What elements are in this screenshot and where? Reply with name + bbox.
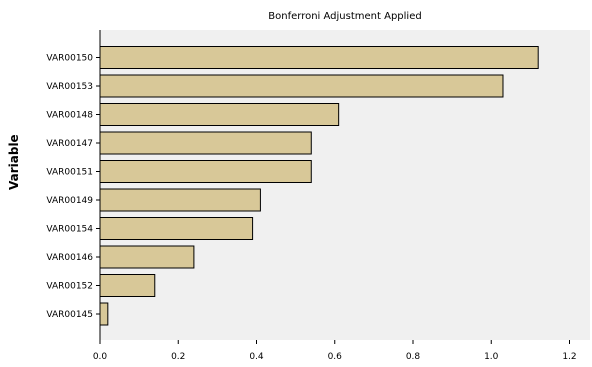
bar-var00149 [99, 188, 261, 212]
x-tick-label: 0.8 [406, 352, 421, 362]
x-tick-label: 0.2 [171, 352, 185, 362]
x-tick-label: 1.0 [484, 352, 499, 362]
bar-var00152 [99, 274, 156, 297]
chart-title: Bonferroni Adjustment Applied [268, 11, 422, 22]
y-tick-label: VAR00145 [46, 310, 93, 320]
bar-var00145 [99, 302, 109, 326]
bar-var00151 [99, 160, 312, 183]
x-tick-label: 0.0 [93, 352, 108, 362]
y-tick-label: VAR00150 [46, 54, 93, 64]
bar-var00148 [99, 103, 340, 126]
y-tick-label: VAR00153 [46, 82, 93, 92]
x-tick-label: 0.6 [328, 352, 343, 362]
y-tick-label: VAR00152 [46, 282, 93, 292]
y-tick-label: VAR00154 [46, 225, 93, 235]
bar-var00147 [99, 131, 312, 155]
x-tick-label: 0.4 [249, 352, 264, 362]
x-axis: 0.0 0.2 0.4 0.6 0.8 1.0 1.2 [93, 340, 577, 362]
bar-var00153 [99, 74, 504, 98]
bar-var00154 [99, 217, 254, 240]
y-tick-label: VAR00146 [46, 253, 93, 263]
y-axis: VAR00150 VAR00153 VAR00148 VAR00147 VAR00151… [46, 30, 101, 340]
bar-var00146 [99, 245, 195, 269]
y-tick-label: VAR00148 [46, 111, 93, 121]
y-tick-label: VAR00149 [46, 196, 93, 206]
bars-group [99, 46, 539, 326]
bar-var00150 [99, 46, 539, 69]
y-tick-label: VAR00151 [46, 168, 93, 178]
y-tick-label: VAR00147 [46, 139, 93, 149]
x-tick-label: 1.2 [562, 352, 576, 362]
